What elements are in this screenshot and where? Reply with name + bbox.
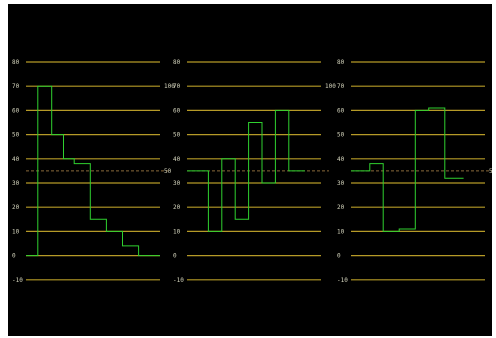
tick-label: 80 — [337, 59, 345, 66]
tick-label: -10 — [12, 277, 23, 284]
tick-label: 0 — [12, 253, 16, 260]
tick-label: -10 — [337, 277, 348, 284]
tick-label: 40 — [337, 156, 345, 163]
tick-label: -10 — [173, 277, 184, 284]
channel-label: 100 — [325, 83, 336, 90]
channel-label: 50 — [489, 168, 492, 175]
tick-label: 60 — [173, 107, 181, 114]
channel-label: 50 — [164, 168, 172, 175]
signal-trace — [26, 85, 160, 257]
channel-label: 100 — [164, 83, 175, 90]
tick-label: 70 — [173, 83, 181, 90]
tick-label: 30 — [337, 180, 345, 187]
tick-label: 60 — [12, 107, 20, 114]
tick-label: 50 — [12, 132, 20, 139]
tick-label: 0 — [173, 253, 177, 260]
tick-label: 30 — [12, 180, 20, 187]
tick-label: 50 — [173, 132, 181, 139]
tick-label: 10 — [173, 228, 181, 235]
tick-label: 20 — [173, 204, 181, 211]
oscilloscope-screen: 80 70 60 50 40 30 20 10 0 -10 100 50 80 70 60 50 40 30 20 1… — [8, 4, 492, 336]
tick-label: 70 — [12, 83, 20, 90]
tick-label: 30 — [173, 180, 181, 187]
tick-label: 40 — [12, 156, 20, 163]
tick-label: 10 — [12, 228, 20, 235]
tick-label: 0 — [337, 253, 341, 260]
tick-label: 10 — [337, 228, 345, 235]
tick-label: 60 — [337, 107, 345, 114]
tick-label: 80 — [173, 59, 181, 66]
tick-label: 20 — [337, 204, 345, 211]
signal-trace — [351, 107, 464, 232]
scope-display: 80706050403020100-1010050807060504030201… — [12, 59, 492, 284]
signal-trace — [187, 109, 305, 232]
tick-label: 80 — [12, 59, 20, 66]
tick-label: 50 — [337, 132, 345, 139]
tick-label: 20 — [12, 204, 20, 211]
tick-label: 70 — [337, 83, 345, 90]
tick-label: 40 — [173, 156, 181, 163]
